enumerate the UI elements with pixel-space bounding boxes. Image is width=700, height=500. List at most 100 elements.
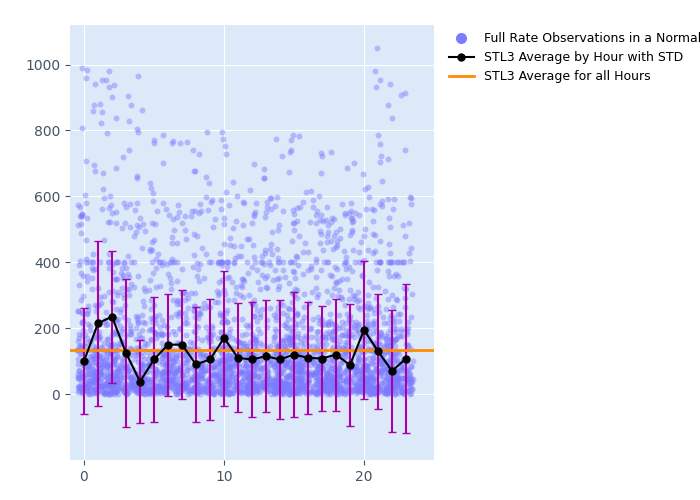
Point (140, 375, 151, 383)
Point (182, 294, 193, 302)
Point (85, 337, 97, 345)
Point (214, 312, 225, 320)
Point (263, 378, 274, 386)
Point (214, 376, 225, 384)
Point (391, 367, 402, 375)
Point (344, 316, 355, 324)
Point (255, 258, 266, 266)
Point (312, 293, 323, 301)
Point (120, 390, 132, 398)
Point (141, 374, 152, 382)
Point (221, 378, 232, 386)
Point (88, 101, 99, 109)
Point (349, 323, 360, 331)
Point (262, 284, 273, 292)
Point (122, 270, 134, 278)
Point (388, 350, 399, 358)
Point (291, 310, 302, 318)
Point (369, 374, 380, 382)
Point (72, 337, 83, 345)
Point (127, 383, 138, 391)
Point (288, 342, 299, 349)
Point (195, 359, 206, 367)
Point (190, 322, 202, 330)
Point (114, 322, 125, 330)
Point (166, 366, 177, 374)
Point (92, 362, 103, 370)
Point (252, 357, 263, 365)
Point (108, 390, 120, 398)
Point (237, 342, 248, 350)
Point (156, 378, 167, 386)
Point (82, 356, 93, 364)
Point (158, 258, 169, 266)
Point (179, 345, 190, 353)
Point (291, 218, 302, 226)
Point (389, 324, 400, 332)
Point (148, 314, 159, 322)
Point (141, 382, 152, 390)
Point (248, 334, 259, 342)
Point (213, 334, 224, 342)
Point (276, 383, 288, 391)
Point (102, 371, 113, 379)
Point (293, 368, 304, 376)
Point (312, 390, 323, 398)
Point (298, 324, 309, 332)
Point (222, 380, 233, 388)
Point (109, 380, 120, 388)
Point (359, 348, 370, 356)
Point (214, 390, 225, 398)
Point (120, 362, 132, 370)
Point (218, 355, 230, 363)
Point (201, 333, 212, 341)
Point (90, 385, 101, 393)
Point (169, 330, 181, 338)
Point (251, 316, 262, 324)
Point (238, 374, 249, 382)
Point (106, 380, 118, 388)
Point (247, 366, 258, 374)
Point (215, 358, 226, 366)
Point (172, 364, 183, 372)
Point (167, 296, 178, 304)
Point (366, 370, 377, 378)
Point (375, 330, 386, 338)
Point (241, 373, 253, 381)
Point (252, 266, 263, 274)
Point (190, 380, 202, 388)
Point (279, 342, 290, 350)
Point (176, 372, 188, 380)
Point (399, 375, 410, 383)
Point (244, 368, 255, 376)
Point (216, 258, 227, 266)
Point (125, 381, 136, 389)
Point (299, 385, 310, 393)
Point (277, 366, 288, 374)
Point (206, 337, 217, 345)
Point (148, 370, 159, 378)
Point (380, 332, 391, 340)
Point (109, 314, 120, 322)
Point (328, 377, 339, 385)
Point (372, 382, 383, 390)
Point (384, 377, 395, 385)
Point (90, 385, 101, 393)
Point (284, 372, 295, 380)
Point (131, 315, 142, 323)
Point (258, 364, 270, 372)
Point (288, 290, 300, 298)
Point (279, 388, 290, 396)
Point (273, 364, 284, 372)
Point (261, 387, 272, 395)
Point (346, 214, 358, 222)
Point (289, 318, 300, 326)
Point (360, 360, 371, 368)
Point (284, 336, 295, 344)
Point (362, 246, 373, 254)
Point (137, 220, 148, 228)
Point (164, 355, 176, 363)
Point (277, 309, 288, 317)
Point (351, 379, 363, 387)
Point (124, 117, 135, 125)
